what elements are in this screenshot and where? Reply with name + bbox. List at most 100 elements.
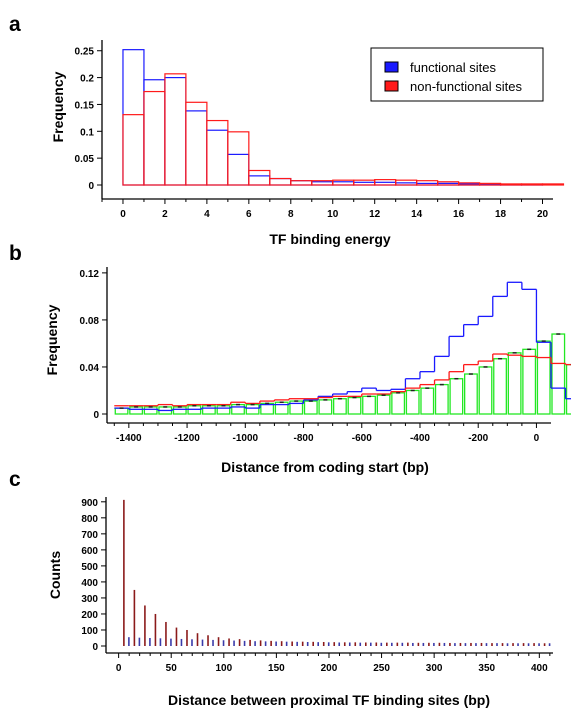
bar-functional [269,177,292,186]
legend-swatch-functional [384,61,399,73]
y-tick-label: 500 [81,562,98,573]
y-tick-label: 0 [93,410,99,421]
legend-box [370,47,544,102]
x-tick-label: 100 [215,663,232,674]
bar-expected [362,395,376,415]
bar-expected [114,407,129,415]
bar-expected [216,405,231,415]
legend-label-non-functional: non-functional sites [410,79,523,94]
y-tick-label: 0.1 [80,127,94,138]
x-tick-label: 2 [162,209,168,220]
x-tick-label: 18 [495,209,507,220]
bar-expected [420,387,435,415]
bar-expected [551,333,566,415]
bar-expected [245,403,260,415]
y-tick-label: 0 [92,642,98,653]
bar-non-functional [143,90,166,186]
x-tick-label: 0 [116,663,122,674]
bar-functional [227,153,250,186]
y-tick-label: 900 [81,498,98,509]
panel-b-label: b [9,242,22,265]
x-tick-label: 150 [268,663,285,674]
bar-expected [449,378,464,415]
bar-functional [290,180,313,186]
bar-functional [185,110,208,186]
panel-a-legend: functional sites non-functional sites [370,47,544,102]
panel-c-label: c [9,468,21,491]
x-tick-label: 250 [373,663,390,674]
legend-label-functional: functional sites [410,60,496,75]
y-tick-label: 800 [81,514,98,525]
x-tick-label: 200 [321,663,338,674]
x-tick-label: -800 [294,433,314,444]
x-tick-label: -400 [410,433,430,444]
y-tick-label: 200 [81,610,98,621]
x-tick-label: 6 [246,209,252,220]
bar-expected [434,383,449,415]
bar-non-functional [332,179,355,186]
y-tick-label: 0.15 [75,100,95,111]
x-tick-label: -1400 [116,433,142,444]
x-tick-label: 20 [537,209,549,220]
y-tick-label: 0.25 [75,47,95,58]
y-tick-label: 0.04 [80,363,100,374]
y-tick-label: 0.08 [80,316,100,327]
x-tick-label: -1000 [233,433,259,444]
x-tick-label: 50 [166,663,178,674]
x-tick-label: 8 [288,209,294,220]
x-tick-label: 300 [426,663,443,674]
x-tick-label: 10 [327,209,339,220]
bar-non-functional [227,131,250,186]
bar-expected [391,392,406,415]
panel-b-plot: 0 0.04 0.08 0.12 -1400 -1200 -1000 -800 -600 -400… [80,267,571,444]
x-tick-label: -200 [468,433,488,444]
x-tick-label: 0 [120,209,126,220]
panel-c: c 0 100 200 300 400 500 600 700 800 900 0 50 100 150 2… [9,468,553,708]
bar-non-functional [290,180,313,186]
x-tick-label: 16 [453,209,465,220]
panel-a-xlabel: TF binding energy [269,231,391,247]
y-tick-label: 700 [81,530,98,541]
bar-expected [376,394,391,415]
bar-functional [164,76,187,186]
bar-expected [507,352,522,415]
bar-non-functional [541,183,565,186]
x-tick-label: 0 [534,433,540,444]
y-tick-label: 600 [81,546,98,557]
bar-expected [478,366,493,415]
bar-non-functional [248,169,271,186]
bar-non-functional [164,73,187,186]
x-tick-label: 14 [411,209,423,220]
y-tick-label: 0.05 [75,154,95,165]
bar-expected [565,363,571,415]
bar-expected [303,400,318,415]
panel-b: b 0 0.04 0.08 0.12 -1400 -1200 -1000 -800 -600 -4… [9,242,571,475]
y-tick-label: 0.2 [80,74,94,85]
bar-expected [172,406,187,415]
x-tick-label: 350 [478,663,495,674]
bar-non-functional [122,114,145,186]
y-tick-label: 300 [81,594,98,605]
bar-expected [332,398,347,415]
bar-expected [143,406,158,415]
bar-expected [129,406,144,415]
y-tick-label: 0 [88,181,94,192]
bar-functional [248,175,271,186]
bar-non-functional [520,183,544,186]
bar-non-functional [185,101,208,186]
bar-functional [122,49,145,186]
bar-expected [536,340,551,415]
x-tick-label: 12 [369,209,381,220]
bar-non-functional [269,177,292,186]
panel-b-xlabel: Distance from coding start (bp) [221,459,429,475]
bar-expected [347,396,362,415]
panel-c-ylabel: Counts [47,551,63,599]
bar-expected [405,389,420,415]
bar-expected [464,373,478,415]
bar-non-functional [499,183,523,186]
bar-expected [522,348,537,415]
bar-expected [201,405,216,415]
panel-c-xlabel: Distance between proximal TF binding sit… [168,692,490,708]
x-tick-label: -600 [352,433,372,444]
